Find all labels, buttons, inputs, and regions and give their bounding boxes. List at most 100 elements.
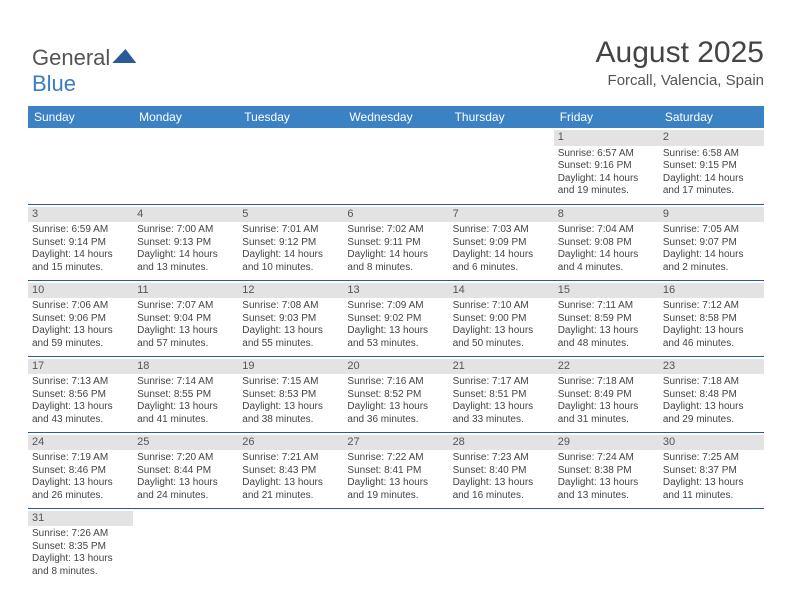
day-number: 31 <box>28 511 133 527</box>
month-title: August 2025 <box>596 36 764 70</box>
sunset-line: Sunset: 9:06 PM <box>32 313 129 326</box>
day-number: 25 <box>133 435 238 451</box>
day-number: 18 <box>133 359 238 375</box>
calendar-cell <box>28 128 133 204</box>
day-number: 1 <box>554 130 659 146</box>
daylight-line-2: and 15 minutes. <box>32 262 129 275</box>
calendar-cell: 27Sunrise: 7:22 AMSunset: 8:41 PMDayligh… <box>343 432 448 508</box>
sunset-line: Sunset: 8:44 PM <box>137 465 234 478</box>
calendar-cell: 28Sunrise: 7:23 AMSunset: 8:40 PMDayligh… <box>449 432 554 508</box>
calendar-cell: 26Sunrise: 7:21 AMSunset: 8:43 PMDayligh… <box>238 432 343 508</box>
calendar-cell: 10Sunrise: 7:06 AMSunset: 9:06 PMDayligh… <box>28 280 133 356</box>
day-number: 30 <box>659 435 764 451</box>
calendar-cell: 30Sunrise: 7:25 AMSunset: 8:37 PMDayligh… <box>659 432 764 508</box>
calendar-cell: 7Sunrise: 7:03 AMSunset: 9:09 PMDaylight… <box>449 204 554 280</box>
sunset-line: Sunset: 9:14 PM <box>32 237 129 250</box>
daylight-line-1: Daylight: 14 hours <box>558 173 655 186</box>
logo-text-1: General <box>32 45 110 70</box>
day-number: 10 <box>28 283 133 299</box>
daylight-line-1: Daylight: 13 hours <box>242 477 339 490</box>
sunrise-line: Sunrise: 7:26 AM <box>32 528 129 541</box>
day-number: 17 <box>28 359 133 375</box>
sunset-line: Sunset: 9:03 PM <box>242 313 339 326</box>
sunrise-line: Sunrise: 7:15 AM <box>242 376 339 389</box>
header-right: August 2025 Forcall, Valencia, Spain <box>596 36 764 89</box>
logo-text-2: Blue <box>32 71 76 96</box>
sunset-line: Sunset: 8:53 PM <box>242 389 339 402</box>
calendar-cell <box>449 508 554 584</box>
calendar-cell <box>133 128 238 204</box>
calendar-cell <box>554 508 659 584</box>
day-number: 5 <box>238 207 343 223</box>
logo: General Blue <box>32 45 136 97</box>
calendar-cell: 1Sunrise: 6:57 AMSunset: 9:16 PMDaylight… <box>554 128 659 204</box>
day-number: 21 <box>449 359 554 375</box>
calendar-row: 24Sunrise: 7:19 AMSunset: 8:46 PMDayligh… <box>28 432 764 508</box>
daylight-line-2: and 19 minutes. <box>347 490 444 503</box>
daylight-line-1: Daylight: 13 hours <box>558 325 655 338</box>
calendar-cell: 4Sunrise: 7:00 AMSunset: 9:13 PMDaylight… <box>133 204 238 280</box>
daylight-line-1: Daylight: 13 hours <box>453 477 550 490</box>
day-number: 8 <box>554 207 659 223</box>
day-number: 9 <box>659 207 764 223</box>
sunset-line: Sunset: 8:52 PM <box>347 389 444 402</box>
calendar-cell <box>238 508 343 584</box>
daylight-line-2: and 16 minutes. <box>453 490 550 503</box>
day-number: 6 <box>343 207 448 223</box>
calendar-cell <box>133 508 238 584</box>
calendar-cell <box>659 508 764 584</box>
sunrise-line: Sunrise: 7:07 AM <box>137 300 234 313</box>
col-header: Monday <box>133 106 238 128</box>
calendar-cell <box>343 128 448 204</box>
sunset-line: Sunset: 8:37 PM <box>663 465 760 478</box>
sunset-line: Sunset: 9:12 PM <box>242 237 339 250</box>
daylight-line-1: Daylight: 13 hours <box>242 325 339 338</box>
daylight-line-1: Daylight: 13 hours <box>663 325 760 338</box>
daylight-line-1: Daylight: 13 hours <box>32 477 129 490</box>
calendar-cell: 18Sunrise: 7:14 AMSunset: 8:55 PMDayligh… <box>133 356 238 432</box>
day-number: 22 <box>554 359 659 375</box>
daylight-line-2: and 57 minutes. <box>137 338 234 351</box>
daylight-line-1: Daylight: 13 hours <box>453 401 550 414</box>
sunset-line: Sunset: 9:11 PM <box>347 237 444 250</box>
sunrise-line: Sunrise: 7:11 AM <box>558 300 655 313</box>
sunrise-line: Sunrise: 7:17 AM <box>453 376 550 389</box>
col-header: Sunday <box>28 106 133 128</box>
calendar-cell: 23Sunrise: 7:18 AMSunset: 8:48 PMDayligh… <box>659 356 764 432</box>
calendar-cell: 19Sunrise: 7:15 AMSunset: 8:53 PMDayligh… <box>238 356 343 432</box>
calendar-cell: 3Sunrise: 6:59 AMSunset: 9:14 PMDaylight… <box>28 204 133 280</box>
day-number: 3 <box>28 207 133 223</box>
day-number: 4 <box>133 207 238 223</box>
sunset-line: Sunset: 8:49 PM <box>558 389 655 402</box>
calendar-cell: 16Sunrise: 7:12 AMSunset: 8:58 PMDayligh… <box>659 280 764 356</box>
daylight-line-1: Daylight: 14 hours <box>558 249 655 262</box>
sunset-line: Sunset: 9:02 PM <box>347 313 444 326</box>
calendar-row: 1Sunrise: 6:57 AMSunset: 9:16 PMDaylight… <box>28 128 764 204</box>
daylight-line-1: Daylight: 13 hours <box>453 325 550 338</box>
calendar-row: 3Sunrise: 6:59 AMSunset: 9:14 PMDaylight… <box>28 204 764 280</box>
sunset-line: Sunset: 8:58 PM <box>663 313 760 326</box>
daylight-line-2: and 2 minutes. <box>663 262 760 275</box>
sunrise-line: Sunrise: 7:20 AM <box>137 452 234 465</box>
sunset-line: Sunset: 8:43 PM <box>242 465 339 478</box>
sunset-line: Sunset: 9:04 PM <box>137 313 234 326</box>
sunrise-line: Sunrise: 7:12 AM <box>663 300 760 313</box>
calendar-cell: 8Sunrise: 7:04 AMSunset: 9:08 PMDaylight… <box>554 204 659 280</box>
location: Forcall, Valencia, Spain <box>596 72 764 89</box>
daylight-line-2: and 48 minutes. <box>558 338 655 351</box>
calendar-cell: 24Sunrise: 7:19 AMSunset: 8:46 PMDayligh… <box>28 432 133 508</box>
sunset-line: Sunset: 9:00 PM <box>453 313 550 326</box>
calendar-cell: 20Sunrise: 7:16 AMSunset: 8:52 PMDayligh… <box>343 356 448 432</box>
daylight-line-2: and 36 minutes. <box>347 414 444 427</box>
calendar-cell: 13Sunrise: 7:09 AMSunset: 9:02 PMDayligh… <box>343 280 448 356</box>
day-number: 19 <box>238 359 343 375</box>
sunrise-line: Sunrise: 7:10 AM <box>453 300 550 313</box>
daylight-line-2: and 38 minutes. <box>242 414 339 427</box>
calendar-cell: 12Sunrise: 7:08 AMSunset: 9:03 PMDayligh… <box>238 280 343 356</box>
sunrise-line: Sunrise: 7:09 AM <box>347 300 444 313</box>
daylight-line-2: and 11 minutes. <box>663 490 760 503</box>
sunrise-line: Sunrise: 7:13 AM <box>32 376 129 389</box>
sunrise-line: Sunrise: 7:25 AM <box>663 452 760 465</box>
sunrise-line: Sunrise: 7:04 AM <box>558 224 655 237</box>
day-number: 20 <box>343 359 448 375</box>
